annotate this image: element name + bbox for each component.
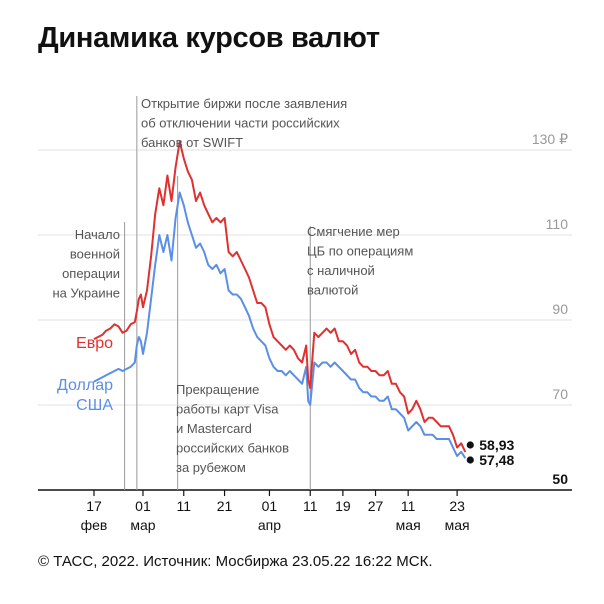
x-tick-label: 01 [135, 498, 151, 514]
x-tick-month-label: мар [130, 517, 155, 533]
x-tick-label: 11 [176, 498, 191, 514]
chart-title: Динамика курсов валют [38, 22, 380, 54]
annotation-text: с наличной [307, 263, 375, 278]
usd-end-marker [466, 456, 474, 464]
source-footer: © ТАСС, 2022. Источник: Мосбиржа 23.05.2… [38, 553, 433, 570]
annotation-text: российских банков [176, 441, 289, 456]
annotation-text: работы карт Visa [176, 402, 279, 417]
annotation-text: банков от SWIFT [141, 135, 243, 150]
euro-end-marker [466, 441, 474, 449]
y-tick-label: 110 [546, 216, 569, 232]
x-tick-label: 23 [449, 498, 465, 514]
x-tick-label: 11 [303, 498, 318, 514]
annotation-text: Открытие биржи после заявления [141, 96, 347, 111]
y-tick-label: 70 [552, 386, 568, 402]
annotation-text: Прекращение [176, 382, 259, 397]
annotation-text: Смягчение мер [307, 224, 400, 239]
x-tick-label: 19 [335, 498, 351, 514]
usd-last-value: 57,48 [479, 452, 514, 468]
annotation-text: об отключении части российских [141, 116, 340, 131]
annotation-text: и Mastercard [176, 421, 252, 436]
x-tick-label: 21 [217, 498, 233, 514]
x-tick-month-label: мая [396, 517, 421, 533]
annotation-text: военной [70, 247, 120, 262]
usd-series-label: США [76, 397, 113, 414]
annotation-text: операции [62, 266, 120, 281]
x-tick-month-label: апр [258, 517, 281, 533]
x-tick-month-label: мая [445, 517, 470, 533]
euro-series-line [93, 140, 467, 453]
usd-series-label: Доллар [57, 377, 113, 394]
annotation-text: ЦБ по операциям [307, 244, 413, 259]
x-tick-label: 17 [86, 498, 102, 514]
x-tick-label: 01 [262, 498, 278, 514]
euro-series-label: Евро [76, 335, 113, 352]
x-tick-label: 27 [368, 498, 384, 514]
euro-last-value: 58,93 [479, 437, 514, 453]
y-tick-label: 50 [552, 471, 568, 487]
usd-series-line [93, 191, 467, 459]
annotation-text: Начало [75, 227, 120, 242]
annotation-text: за рубежом [176, 460, 246, 475]
y-tick-label: 130 ₽ [532, 131, 568, 147]
x-tick-month-label: фев [81, 517, 108, 533]
x-tick-label: 11 [401, 498, 416, 514]
annotation-text: на Украине [52, 286, 120, 301]
y-tick-label: 90 [552, 301, 568, 317]
annotation-text: валютой [307, 283, 358, 298]
